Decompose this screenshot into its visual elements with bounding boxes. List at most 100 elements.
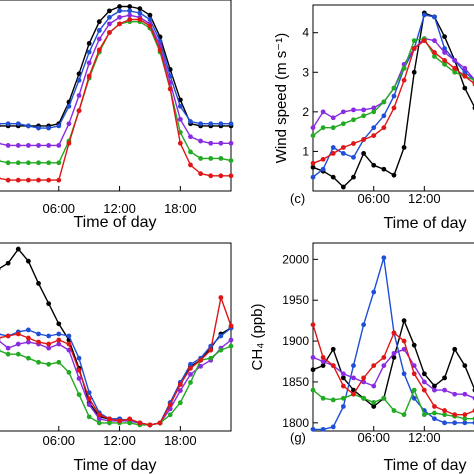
data-point <box>36 339 41 345</box>
data-point <box>320 109 326 115</box>
data-point <box>167 86 173 92</box>
data-point <box>228 140 234 146</box>
data-point <box>462 412 468 418</box>
data-point <box>391 93 397 99</box>
series-line <box>0 21 232 164</box>
x-axis-label: Time of day <box>384 215 467 232</box>
data-point <box>177 382 183 387</box>
data-point <box>452 346 458 352</box>
data-point <box>340 371 346 377</box>
series-line <box>0 339 232 426</box>
data-point <box>198 156 204 161</box>
plot-frame <box>312 242 474 432</box>
data-point <box>46 177 52 183</box>
data-point <box>96 416 102 422</box>
data-point <box>96 47 102 53</box>
data-point <box>351 117 356 123</box>
data-point <box>228 158 234 164</box>
x-tick-label: 12:00 <box>103 433 136 448</box>
data-point <box>361 322 367 328</box>
data-point <box>137 6 143 12</box>
data-point <box>391 330 397 336</box>
data-point <box>208 355 214 361</box>
data-point <box>56 160 62 166</box>
x-axis-label: Time of day <box>384 457 467 474</box>
data-point <box>56 321 62 327</box>
data-point <box>147 17 153 22</box>
data-point <box>5 333 11 339</box>
data-point <box>177 103 183 109</box>
data-point <box>432 404 437 409</box>
data-point <box>361 151 367 156</box>
data-point <box>127 17 133 22</box>
data-point <box>411 387 417 393</box>
data-point <box>56 331 62 337</box>
series-line <box>0 5 231 127</box>
series-line <box>0 248 232 426</box>
data-point <box>198 357 204 363</box>
data-point <box>401 338 407 344</box>
data-point <box>462 65 468 71</box>
data-point <box>208 140 214 146</box>
data-point <box>351 174 356 180</box>
data-point <box>351 141 356 146</box>
data-point <box>66 121 72 127</box>
data-point <box>147 23 153 29</box>
data-point <box>218 333 224 339</box>
data-point <box>411 342 417 348</box>
data-point <box>137 10 143 16</box>
data-point <box>188 371 193 377</box>
data-point <box>66 341 72 347</box>
data-point <box>320 359 326 364</box>
data-point <box>86 402 92 408</box>
data-point <box>432 50 437 55</box>
data-point <box>340 121 346 127</box>
data-point <box>15 341 21 347</box>
data-point <box>432 54 437 59</box>
data-point <box>66 140 72 146</box>
data-point <box>361 395 367 401</box>
data-point <box>208 173 214 179</box>
data-point <box>340 404 346 409</box>
data-point <box>46 125 52 131</box>
data-point <box>371 383 377 389</box>
data-point <box>107 8 112 14</box>
data-point <box>137 17 143 22</box>
data-point <box>218 140 224 146</box>
data-point <box>96 420 102 426</box>
data-point <box>421 379 427 385</box>
panel-bottom-left: 06:00 12:00 18:00 Time of day <box>0 242 234 474</box>
data-point <box>76 93 82 98</box>
data-point <box>36 177 41 183</box>
data-point <box>401 346 407 352</box>
data-point <box>310 164 316 170</box>
data-point <box>462 420 468 426</box>
data-point <box>208 121 214 127</box>
series-line <box>312 37 474 129</box>
data-point <box>25 355 31 361</box>
data-point <box>208 156 214 161</box>
data-point <box>208 347 214 353</box>
data-point <box>127 416 133 422</box>
data-point <box>442 412 447 418</box>
data-point <box>462 73 468 79</box>
data-point <box>25 258 31 264</box>
data-point <box>401 371 407 377</box>
data-point <box>228 337 234 343</box>
series-line <box>0 327 232 426</box>
data-point <box>96 412 102 418</box>
panel-top-right: 06:00 12:00 1 2 3 4 Time of day Wind speed (m s… <box>273 4 474 232</box>
data-point <box>371 363 377 369</box>
data-point <box>432 14 437 20</box>
data-point <box>432 410 437 416</box>
data-point <box>188 119 193 124</box>
data-point <box>391 85 397 91</box>
y-tick-label: 3 <box>302 65 309 79</box>
data-point <box>401 412 407 418</box>
data-point <box>76 77 82 83</box>
data-point <box>177 140 183 146</box>
data-point <box>452 391 458 397</box>
y-tick-label: 1 <box>302 144 309 158</box>
data-point <box>15 331 21 337</box>
data-point <box>5 177 11 183</box>
